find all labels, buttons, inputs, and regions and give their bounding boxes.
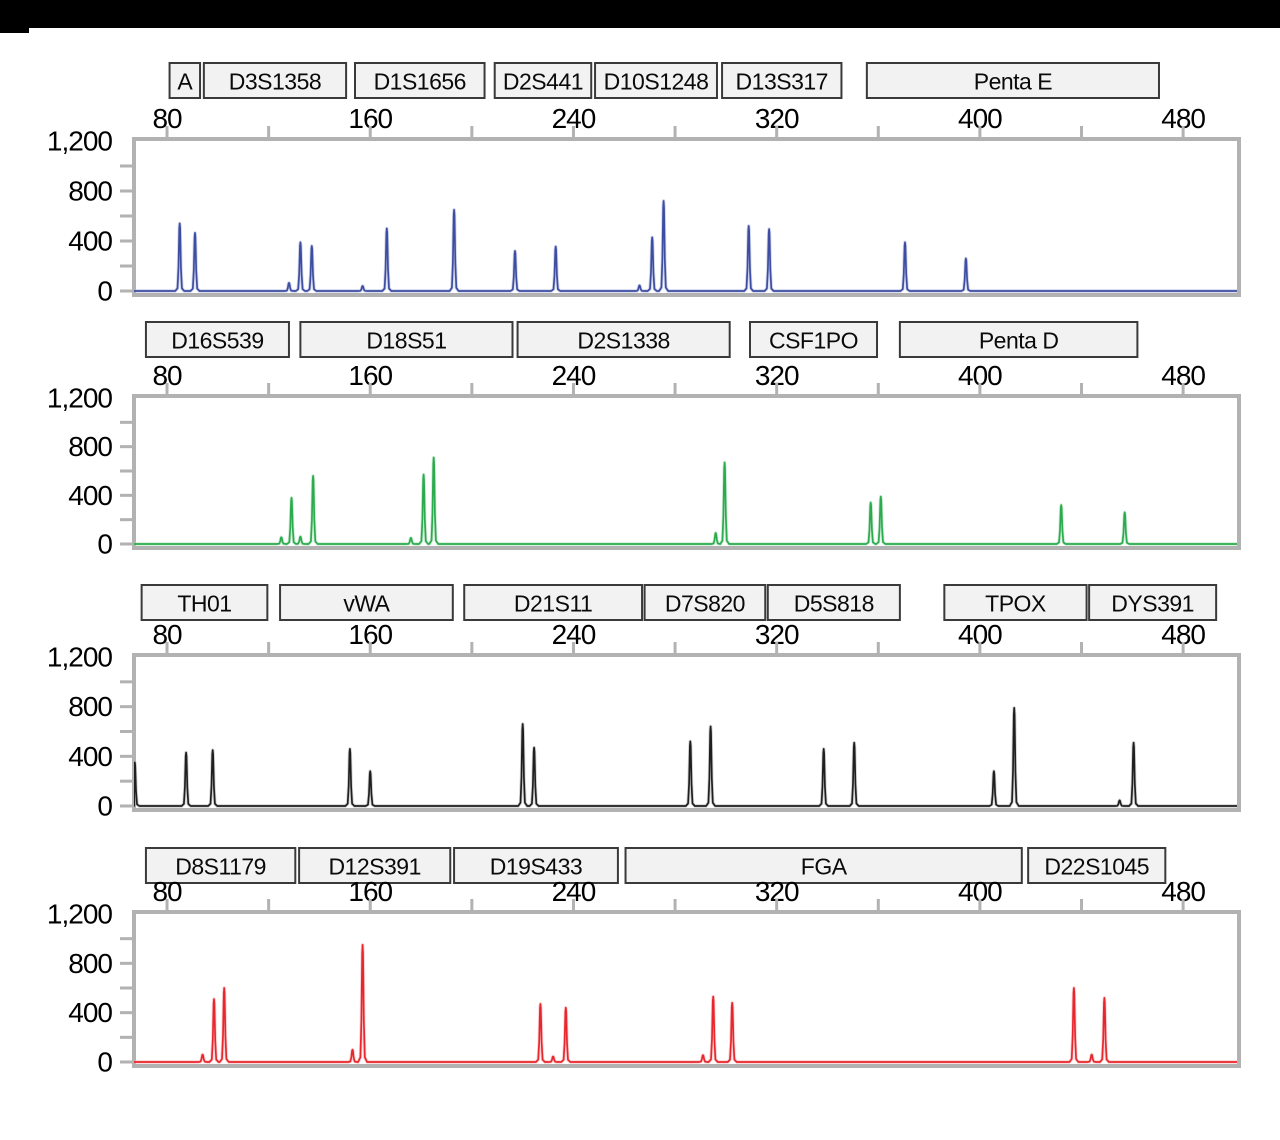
panel-green-dye: D16S539 D18S51 D2S1338 CSF1PO Penta D80 160 24… xyxy=(47,321,1241,560)
plot-frame xyxy=(132,910,1241,1068)
panel-blue-dye: A D3S1358 D1S1656 D2S441 D10S1248 D13S317 Pent… xyxy=(47,62,1241,307)
y-tick-label-0: 0 xyxy=(97,276,112,307)
y-tick-label-800: 800 xyxy=(68,691,112,722)
plot-frame xyxy=(132,137,1241,297)
marker-box-th01 xyxy=(140,584,269,621)
y-tick-label-800: 800 xyxy=(68,176,112,207)
y-tick-label-1200: 1,200 xyxy=(47,383,112,414)
window-top-bar-tab xyxy=(0,28,29,33)
marker-label-d5s818: D5S818 xyxy=(794,591,874,617)
black-trace-halo xyxy=(134,706,1237,808)
marker-label-d16s539: D16S539 xyxy=(171,328,263,354)
marker-box-d22s1045 xyxy=(1027,847,1167,884)
marker-label-d8s1179: D8S1179 xyxy=(175,854,266,880)
marker-box-penta-d xyxy=(898,321,1139,358)
marker-label-d2s1338: D2S1338 xyxy=(577,328,669,354)
marker-box-d21s11 xyxy=(463,584,644,621)
marker-box-d18s51 xyxy=(299,321,514,358)
red-dye-trace xyxy=(134,943,1237,1063)
marker-label-tpox: TPOX xyxy=(985,591,1046,617)
y-tick-label-0: 0 xyxy=(97,529,112,560)
marker-label-penta-e: Penta E xyxy=(974,69,1052,95)
marker-box-d19s433 xyxy=(453,847,619,884)
green-dye-trace xyxy=(134,456,1237,545)
window-top-bar xyxy=(0,0,1280,28)
marker-box-d2s1338 xyxy=(516,321,731,358)
y-tick-label-0: 0 xyxy=(97,791,112,822)
marker-box-d5s818 xyxy=(766,584,901,621)
marker-box-d16s539 xyxy=(144,321,290,358)
y-tick-label-800: 800 xyxy=(68,431,112,462)
y-tick-label-400: 400 xyxy=(68,226,112,257)
plot-frame xyxy=(132,394,1241,550)
marker-label-fga: FGA xyxy=(801,854,848,880)
marker-label-penta-d: Penta D xyxy=(979,328,1059,354)
marker-box-tpox xyxy=(943,584,1088,621)
marker-box-d7s820 xyxy=(643,584,767,621)
marker-box-d3s1358 xyxy=(202,62,348,99)
marker-box-vwa xyxy=(279,584,454,621)
marker-box-d10s1248 xyxy=(594,62,718,99)
marker-label-a: A xyxy=(177,69,193,95)
marker-label-d10s1248: D10S1248 xyxy=(604,69,709,95)
marker-label-d21s11: D21S11 xyxy=(514,591,592,617)
blue-dye-trace xyxy=(134,200,1237,292)
y-tick-label-400: 400 xyxy=(68,480,112,511)
y-tick-label-400: 400 xyxy=(68,997,112,1028)
marker-label-d7s820: D7S820 xyxy=(665,591,745,617)
marker-label-d19s433: D19S433 xyxy=(490,854,582,880)
marker-label-th01: TH01 xyxy=(177,591,231,617)
marker-label-d13s317: D13S317 xyxy=(736,69,828,95)
y-tick-label-1200: 1,200 xyxy=(47,642,112,673)
marker-box-d12s391 xyxy=(298,847,452,884)
marker-label-dys391: DYS391 xyxy=(1111,591,1194,617)
marker-box-d13s317 xyxy=(721,62,843,99)
marker-label-d18s51: D18S51 xyxy=(366,328,446,354)
marker-box-a xyxy=(168,62,202,99)
y-tick-label-1200: 1,200 xyxy=(47,126,112,157)
marker-box-d1s1656 xyxy=(354,62,486,99)
plot-frame xyxy=(132,653,1241,812)
marker-box-csf1po xyxy=(749,321,879,358)
marker-label-vwa: vWA xyxy=(343,591,390,617)
marker-label-csf1po: CSF1PO xyxy=(769,328,858,354)
y-tick-label-800: 800 xyxy=(68,948,112,979)
marker-label-d12s391: D12S391 xyxy=(328,854,420,880)
y-tick-label-1200: 1,200 xyxy=(47,899,112,930)
marker-box-penta-e xyxy=(865,62,1160,99)
marker-box-dys391 xyxy=(1088,584,1218,621)
marker-label-d2s441: D2S441 xyxy=(503,69,583,95)
marker-box-d2s441 xyxy=(493,62,593,99)
black-dye-trace xyxy=(134,707,1237,807)
marker-label-d3s1358: D3S1358 xyxy=(229,69,321,95)
marker-label-d22s1045: D22S1045 xyxy=(1044,854,1149,880)
green-trace-halo xyxy=(134,455,1237,546)
y-tick-label-400: 400 xyxy=(68,741,112,772)
marker-box-d8s1179 xyxy=(144,847,297,884)
marker-box-fga xyxy=(624,847,1023,884)
y-tick-label-0: 0 xyxy=(97,1047,112,1078)
marker-label-d1s1656: D1S1656 xyxy=(374,69,466,95)
